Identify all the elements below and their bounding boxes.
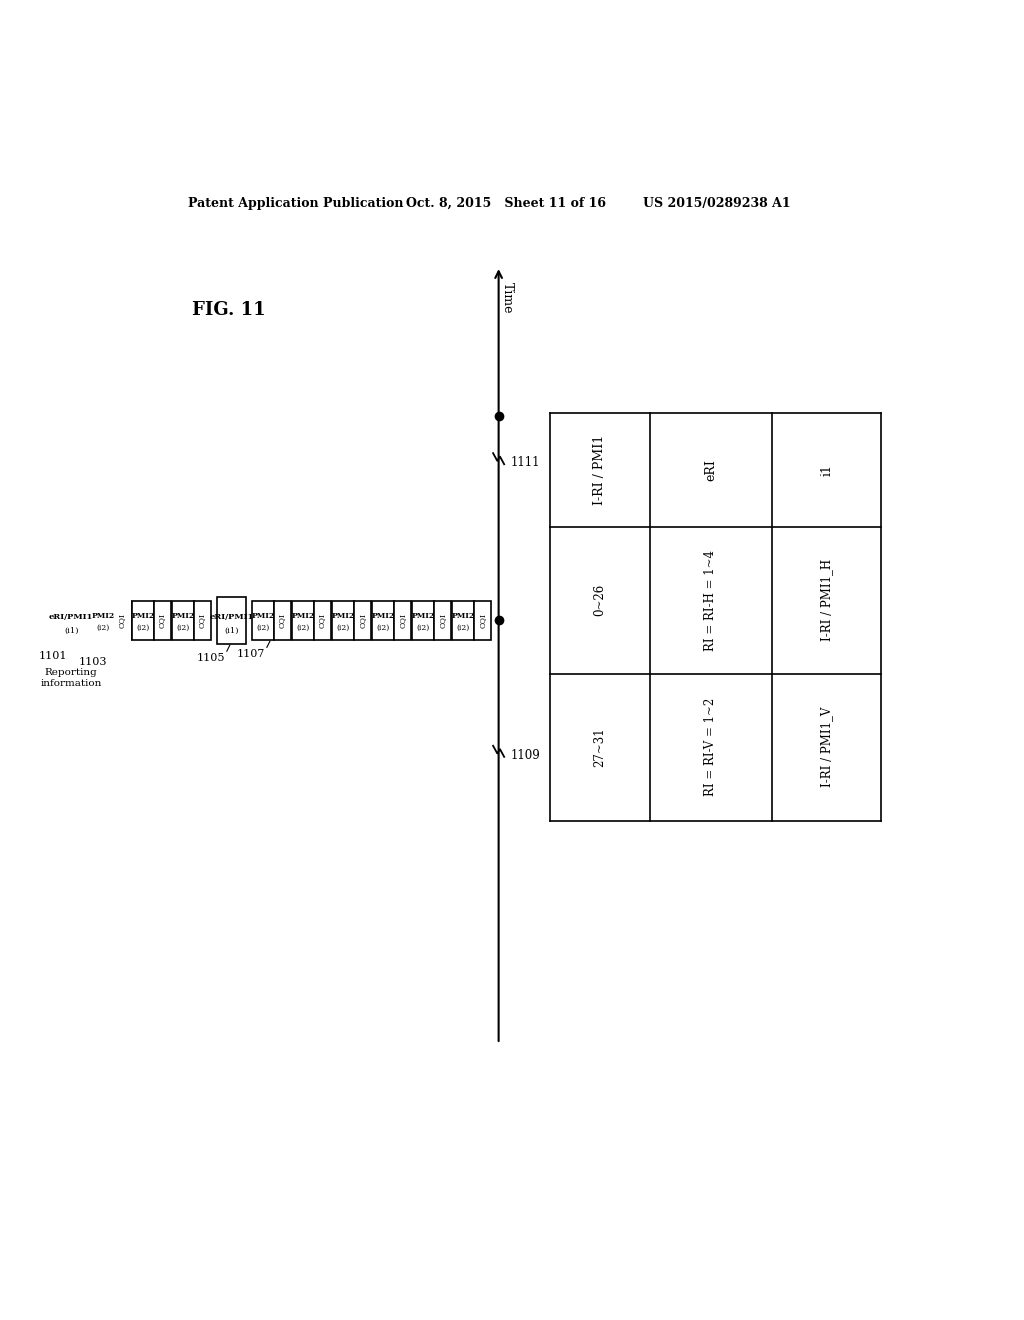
Bar — [56, 597, 86, 644]
Bar — [333, 601, 354, 640]
Bar — [132, 601, 154, 640]
Text: (i2): (i2) — [377, 623, 390, 631]
Text: US 2015/0289238 A1: US 2015/0289238 A1 — [643, 197, 791, 210]
Bar — [92, 601, 114, 640]
Bar — [373, 601, 394, 640]
Text: (i2): (i2) — [136, 623, 150, 631]
Text: FIG. 11: FIG. 11 — [193, 301, 266, 319]
Text: I-RI / PMI1_V: I-RI / PMI1_V — [820, 708, 834, 787]
Text: (i2): (i2) — [96, 623, 110, 631]
Text: RI = RI-V = 1~2: RI = RI-V = 1~2 — [705, 698, 717, 796]
Text: eRI/PMI1: eRI/PMI1 — [49, 614, 93, 622]
Text: (i2): (i2) — [256, 623, 269, 631]
Text: 1101: 1101 — [39, 651, 68, 661]
Text: CQI: CQI — [398, 612, 407, 628]
Text: CQI: CQI — [199, 612, 206, 628]
Bar — [114, 601, 131, 640]
Text: CQI: CQI — [438, 612, 446, 628]
Text: (i2): (i2) — [417, 623, 430, 631]
Text: (i1): (i1) — [65, 627, 79, 635]
Text: I-RI / PMI1: I-RI / PMI1 — [593, 434, 606, 504]
Text: 0~26: 0~26 — [593, 585, 606, 616]
Text: I-RI / PMI1_H: I-RI / PMI1_H — [820, 560, 834, 642]
Text: PMI2: PMI2 — [372, 611, 394, 620]
Bar — [154, 601, 171, 640]
Bar — [474, 601, 490, 640]
Bar — [194, 601, 211, 640]
Text: PMI2: PMI2 — [412, 611, 435, 620]
Bar — [292, 601, 313, 640]
Text: PMI2: PMI2 — [171, 611, 195, 620]
Text: eRI/PMI1: eRI/PMI1 — [209, 614, 254, 622]
Text: RI = RI-H = 1~4: RI = RI-H = 1~4 — [705, 549, 717, 651]
Text: PMI2: PMI2 — [292, 611, 314, 620]
Text: PMI2: PMI2 — [252, 611, 274, 620]
Text: (i1): (i1) — [224, 627, 239, 635]
Bar — [313, 601, 331, 640]
Text: (i2): (i2) — [457, 623, 470, 631]
Text: CQI: CQI — [118, 612, 126, 628]
Text: 1103: 1103 — [78, 656, 106, 667]
Text: PMI2: PMI2 — [332, 611, 354, 620]
Text: (i2): (i2) — [296, 623, 309, 631]
Bar — [252, 601, 273, 640]
Text: 27~31: 27~31 — [593, 727, 606, 767]
Bar — [273, 601, 291, 640]
Text: PMI2: PMI2 — [131, 611, 155, 620]
Text: 1111: 1111 — [510, 455, 540, 469]
Text: 1107: 1107 — [237, 649, 265, 659]
Text: (i2): (i2) — [176, 623, 189, 631]
Bar — [354, 601, 371, 640]
Bar — [453, 601, 474, 640]
Text: PMI2: PMI2 — [452, 611, 475, 620]
Text: CQI: CQI — [478, 612, 486, 628]
Text: 1109: 1109 — [510, 748, 540, 762]
Text: PMI2: PMI2 — [91, 611, 115, 620]
Bar — [394, 601, 411, 640]
Bar — [217, 597, 246, 644]
Text: CQI: CQI — [358, 612, 367, 628]
Bar — [172, 601, 194, 640]
Text: CQI: CQI — [318, 612, 327, 628]
Text: Reporting
information: Reporting information — [41, 668, 102, 688]
Text: Patent Application Publication: Patent Application Publication — [188, 197, 403, 210]
Text: 1105: 1105 — [197, 653, 225, 663]
Text: (i2): (i2) — [337, 623, 350, 631]
Text: i1: i1 — [820, 463, 834, 475]
Text: eRI: eRI — [705, 458, 717, 480]
Text: Oct. 8, 2015   Sheet 11 of 16: Oct. 8, 2015 Sheet 11 of 16 — [407, 197, 606, 210]
Text: CQI: CQI — [158, 612, 166, 628]
Text: Time: Time — [502, 281, 514, 313]
Bar — [413, 601, 434, 640]
Bar — [434, 601, 451, 640]
Text: CQI: CQI — [279, 612, 287, 628]
